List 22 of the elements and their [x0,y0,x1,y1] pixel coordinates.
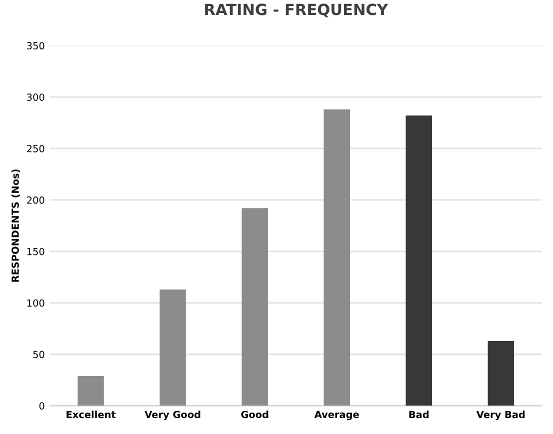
y-tick-label: 50 [33,350,44,358]
x-tick-label: Very Good [144,410,200,420]
y-axis-title: RESPONDENTS (Nos) [11,170,20,282]
y-tick-label: 0 [39,402,44,410]
y-tick-label: 350 [27,42,44,50]
bar [406,116,432,406]
y-tick-label: 250 [27,144,44,152]
y-tick-label: 300 [27,94,44,101]
bar [78,376,104,406]
y-tick-label: 200 [27,196,44,204]
x-tick-label: Good [241,410,268,418]
bar [488,340,514,406]
bar [160,289,186,406]
chart-title: RATING - FREQUENCY [205,4,388,18]
x-tick-label: Very Bad [476,410,525,420]
bar [242,208,268,406]
y-tick-label: 150 [27,248,44,256]
y-tick-label: 100 [27,299,44,307]
bar [324,109,350,406]
x-tick-label: Excellent [66,410,116,418]
x-tick-label: Bad [409,410,429,418]
x-tick-label: Average [314,410,359,420]
